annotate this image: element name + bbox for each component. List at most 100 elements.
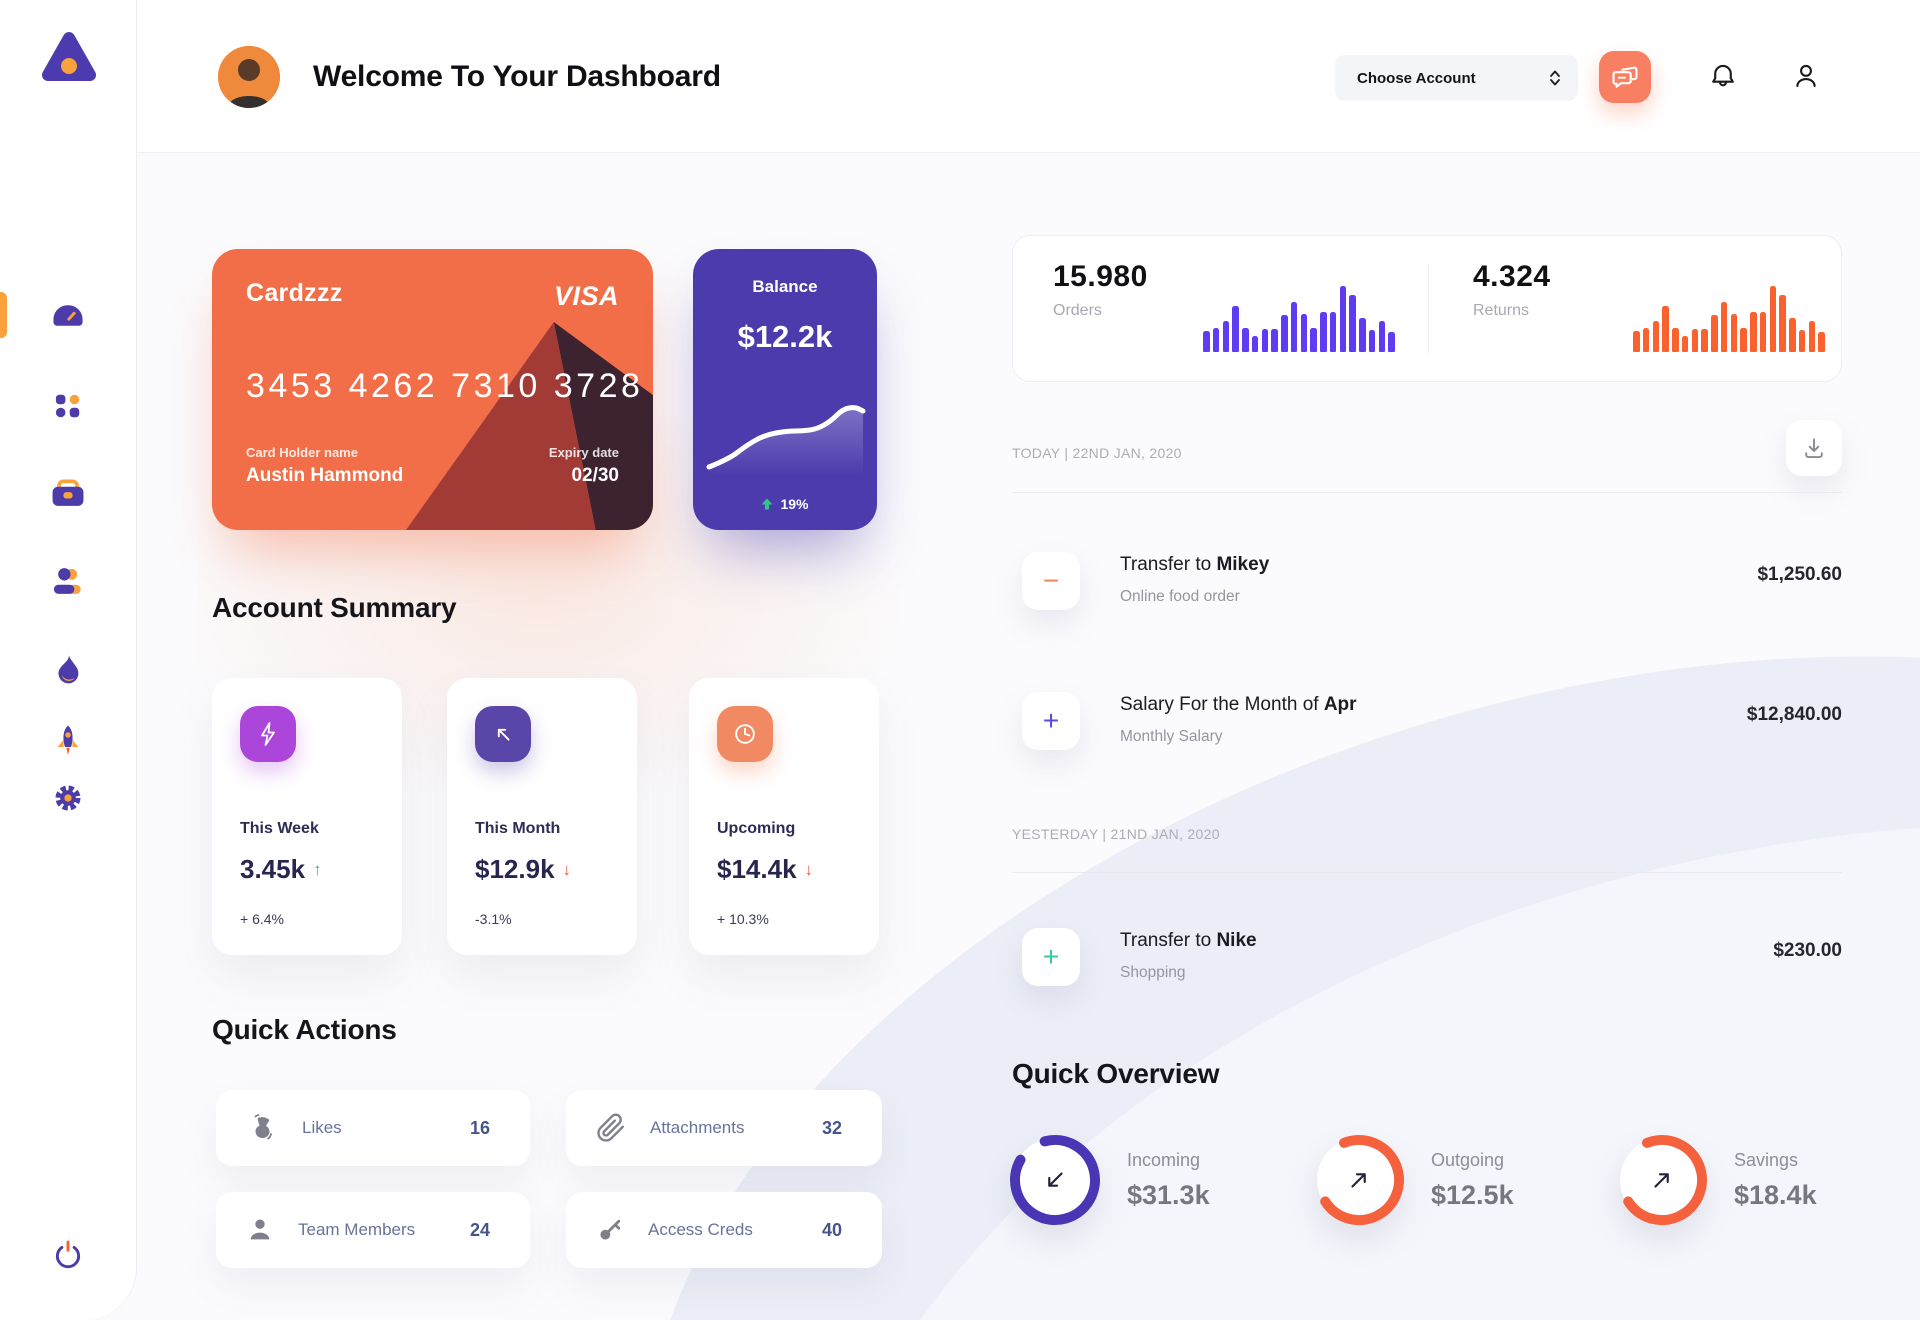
lightning-icon	[240, 706, 296, 762]
active-nav-indicator	[0, 292, 7, 338]
header: Welcome To Your Dashboard Choose Account	[137, 0, 1920, 153]
orders-value: 15.980	[1053, 260, 1148, 293]
plus-icon: +	[1022, 692, 1080, 750]
arrow-up-icon	[761, 498, 773, 510]
quick-action-access-creds[interactable]: Access Creds 40	[566, 1192, 882, 1268]
power-icon	[55, 1240, 81, 1269]
savings-label: Savings	[1734, 1150, 1799, 1170]
transaction-row[interactable]: + Transfer to Nike Shopping $230.00	[1012, 928, 1842, 1006]
notifications-button[interactable]	[1703, 57, 1743, 97]
logout-button[interactable]	[46, 1234, 90, 1278]
returns-bar-chart	[1633, 286, 1825, 352]
savings-value: $18.4k	[1734, 1180, 1817, 1210]
card-expiry-value: 02/30	[571, 465, 619, 486]
apps-grid-icon	[55, 394, 80, 418]
quick-action-count: 24	[469, 1219, 490, 1240]
flame-icon	[58, 655, 79, 684]
sidebar-item-team[interactable]	[46, 560, 90, 604]
quick-action-likes[interactable]: Likes 16	[216, 1090, 530, 1166]
clock-icon	[717, 706, 773, 762]
quick-action-label: Likes	[302, 1118, 342, 1137]
transaction-row[interactable]: − Transfer to Mikey Online food order $1…	[1012, 552, 1842, 630]
bell-icon	[1712, 64, 1734, 87]
quick-action-count: 32	[821, 1117, 842, 1138]
messages-button[interactable]	[1599, 51, 1651, 103]
minus-icon: −	[1022, 552, 1080, 610]
transaction-amount: $1,250.60	[1757, 564, 1842, 585]
outgoing-value: $12.5k	[1431, 1180, 1514, 1210]
balance-change: 19%	[693, 496, 877, 512]
balance-change-value: 19%	[780, 496, 809, 512]
card-number: 3453 4262 7310 3728	[246, 367, 644, 405]
summary-label: This Week	[240, 820, 319, 837]
sidebar	[0, 0, 137, 1320]
transaction-subtitle: Monthly Salary	[1120, 728, 1223, 745]
summary-change: + 10.3%	[717, 911, 769, 927]
choose-account-select[interactable]: Choose Account	[1335, 55, 1578, 101]
quick-action-attachments[interactable]: Attachments 32	[566, 1090, 882, 1166]
summary-value: 3.45k ↑	[240, 854, 322, 884]
orders-bar-chart	[1203, 286, 1395, 352]
trend-down-icon: ↓	[804, 859, 814, 879]
savings-donut	[1616, 1134, 1708, 1226]
incoming-label: Incoming	[1127, 1150, 1201, 1170]
rocket-icon	[57, 725, 79, 755]
transaction-row[interactable]: + Salary For the Month of Apr Monthly Sa…	[1012, 692, 1842, 770]
summary-label: This Month	[475, 820, 561, 837]
transaction-group-date: TODAY | 22ND JAN, 2020	[1012, 445, 1182, 461]
returns-value: 4.324	[1473, 260, 1551, 293]
incoming-donut	[1009, 1134, 1101, 1226]
plus-icon: +	[1022, 928, 1080, 986]
sidebar-item-settings[interactable]	[46, 776, 90, 820]
sidebar-item-apps[interactable]	[46, 384, 90, 428]
quick-overview-title: Quick Overview	[1012, 1058, 1220, 1089]
avatar[interactable]	[218, 46, 280, 108]
page-title: Welcome To Your Dashboard	[313, 60, 721, 93]
summary-value: $12.9k ↓	[475, 854, 572, 884]
arrow-up-right-icon	[1654, 1173, 1669, 1188]
outgoing-label: Outgoing	[1431, 1150, 1505, 1170]
quick-action-count: 40	[821, 1219, 842, 1240]
arrow-up-right-icon	[1351, 1173, 1366, 1188]
profile-button[interactable]	[1786, 57, 1826, 97]
choose-account-label: Choose Account	[1357, 69, 1476, 87]
summary-card-upcoming: Upcoming $14.4k ↓ + 10.3%	[689, 678, 879, 955]
app-logo[interactable]	[38, 28, 100, 90]
outgoing-donut	[1313, 1134, 1405, 1226]
transaction-amount: $230.00	[1773, 940, 1842, 961]
balance-value: $12.2k	[737, 319, 833, 354]
download-statement-button[interactable]	[1786, 420, 1842, 476]
sidebar-item-launch[interactable]	[46, 719, 90, 763]
wave-hand-icon	[254, 1114, 272, 1140]
orders-returns-stats: 15.980 Orders 4.324 Returns	[1012, 235, 1842, 382]
summary-label: Upcoming	[717, 820, 796, 837]
trend-up-icon: ↑	[313, 859, 322, 879]
user-icon	[1796, 64, 1816, 88]
triangle-logo-icon	[42, 32, 96, 81]
arrow-up-left-icon	[475, 706, 531, 762]
quick-actions-title: Quick Actions	[212, 1014, 397, 1045]
sidebar-item-dashboard[interactable]	[46, 296, 90, 340]
team-icon	[53, 568, 81, 594]
sidebar-item-activity[interactable]	[46, 648, 90, 692]
divider	[1428, 264, 1429, 353]
transaction-group-date: YESTERDAY | 21ND JAN, 2020	[1012, 826, 1220, 842]
summary-change: -3.1%	[475, 911, 512, 927]
summary-card-this-week: This Week 3.45k ↑ + 6.4%	[212, 678, 402, 955]
avatar-photo	[218, 46, 280, 108]
balance-card: Balance $12.2k 19%	[693, 249, 877, 530]
chat-bubbles-icon	[1612, 66, 1638, 88]
balance-sparkline	[706, 405, 866, 475]
quick-action-team-members[interactable]: Team Members 24	[216, 1192, 530, 1268]
quick-action-label: Attachments	[650, 1118, 745, 1137]
card-holder-name: Austin Hammond	[246, 465, 404, 486]
transaction-title: Transfer to Mikey	[1120, 554, 1270, 575]
download-icon	[1805, 438, 1823, 459]
returns-label: Returns	[1473, 302, 1530, 319]
person-icon	[250, 1219, 270, 1240]
key-icon	[600, 1219, 621, 1240]
dashboard-icon	[53, 305, 83, 326]
sidebar-item-work[interactable]	[46, 472, 90, 516]
balance-label: Balance	[752, 277, 818, 296]
summary-change: + 6.4%	[240, 911, 284, 927]
